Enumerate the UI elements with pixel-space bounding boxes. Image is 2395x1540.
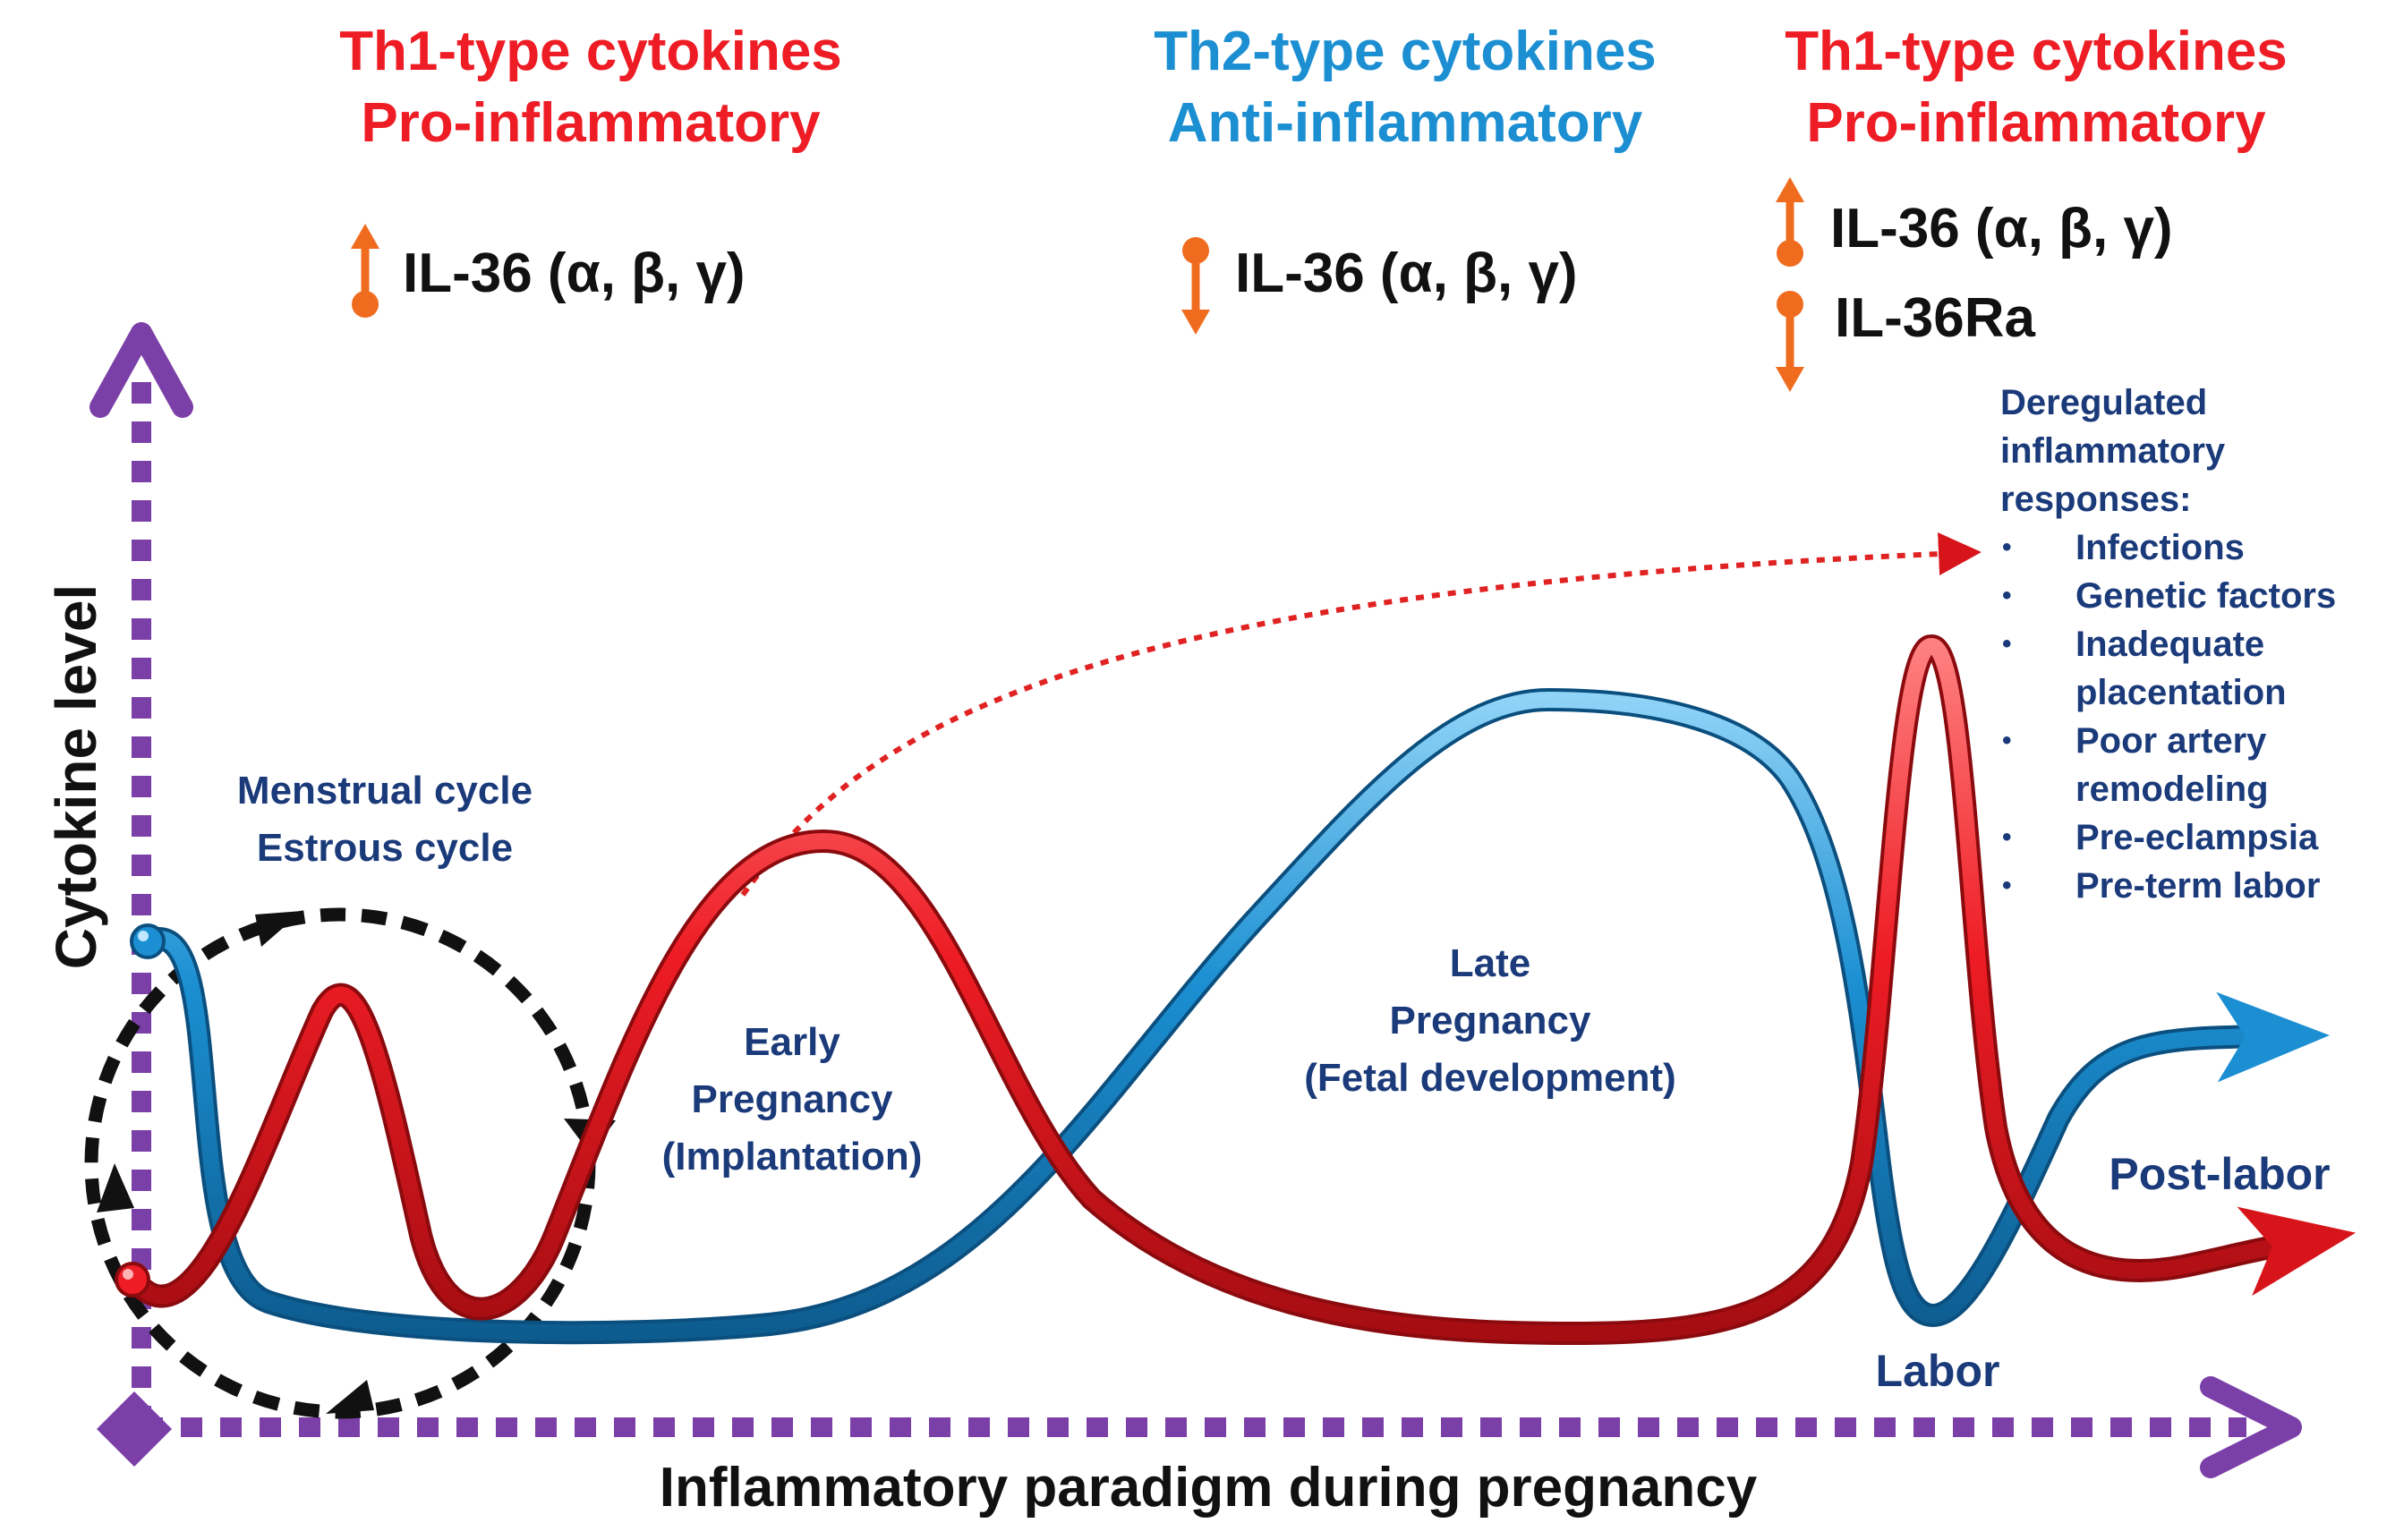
y-axis (89, 322, 193, 1427)
cycle-label: Menstrual cycle Estrous cycle (188, 762, 582, 877)
deregulation-dotted-arrow (740, 532, 1982, 897)
list-item: Inadequate placentation (2000, 620, 2380, 717)
early-pregnancy-label: Early Pregnancy (Implantation) (618, 1014, 967, 1186)
deregulated-title: Deregulated (2000, 383, 2208, 422)
cycle-label-line: Menstrual cycle (236, 769, 533, 813)
list-item-text: Genetic factors (2075, 576, 2337, 616)
late-pregnancy-line: Pregnancy (1389, 999, 1591, 1042)
late-pregnancy-label: Late Pregnancy (Fetal development) (1253, 935, 1727, 1107)
list-item: Poor artery remodeling (2000, 717, 2380, 813)
labor-label: Labor (1875, 1346, 2000, 1396)
list-item-text: Inadequate placentation (2075, 625, 2287, 712)
th1-curve (115, 634, 2357, 1346)
increase-arrow-icon (1776, 177, 1804, 267)
header-th1-late: Th1-type cytokines Pro-inflammatory (1732, 16, 2340, 159)
header-title: Th1-type cytokines (1785, 21, 2288, 82)
header-th2: Th2-type cytokines Anti-inflammatory (1092, 16, 1718, 159)
list-item-text: Poor artery remodeling (2075, 721, 2269, 809)
deregulated-list: Infections Genetic factors Inadequate pl… (2000, 523, 2380, 910)
list-item: Genetic factors (2000, 572, 2380, 620)
cycle-label-line: Estrous cycle (256, 826, 514, 870)
th2-curve (130, 687, 2330, 1345)
deregulated-title: responses: (2000, 480, 2192, 519)
y-axis-label: Cytokine level (44, 583, 108, 970)
il36-label-late: IL-36 (α, β, γ) (1830, 198, 2173, 260)
header-subtitle: Pro-inflammatory (361, 92, 821, 154)
list-item: Pre-eclampsia (2000, 813, 2380, 862)
early-pregnancy-line: Early (744, 1020, 840, 1064)
post-labor-label: Post-labor (2109, 1149, 2331, 1199)
decrease-arrow-icon (1776, 291, 1804, 392)
header-subtitle: Anti-inflammatory (1167, 92, 1643, 154)
list-item: Infections (2000, 523, 2380, 572)
deregulated-title: inflammatory (2000, 431, 2226, 471)
cycle-arrow-icon (326, 1380, 374, 1414)
x-axis-label: Inflammatory paradigm during pregnancy (659, 1457, 1758, 1519)
il36-label-early: IL-36 (α, β, γ) (403, 242, 746, 304)
increase-arrow-icon (351, 224, 379, 318)
il36-label-mid: IL-36 (α, β, γ) (1235, 242, 1578, 304)
early-pregnancy-line: (Implantation) (661, 1135, 923, 1178)
header-title: Th1-type cytokines (339, 21, 842, 82)
header-subtitle: Pro-inflammatory (1806, 92, 2266, 154)
list-item: Pre-term labor (2000, 862, 2380, 910)
late-pregnancy-line: Late (1449, 941, 1531, 985)
origin-diamond-icon (97, 1391, 172, 1467)
early-pregnancy-line: Pregnancy (691, 1077, 893, 1121)
cycle-arrow-icon (255, 911, 303, 947)
decrease-arrow-icon (1181, 237, 1210, 335)
x-axis (97, 1376, 2302, 1478)
deregulated-responses: Deregulated inflammatory responses: Infe… (2000, 379, 2380, 910)
cycle-arrow-icon (97, 1163, 134, 1212)
late-pregnancy-line: (Fetal development) (1304, 1056, 1676, 1100)
il36ra-label-late: IL-36Ra (1835, 287, 2035, 349)
header-title: Th2-type cytokines (1154, 21, 1657, 82)
header-th1-early: Th1-type cytokines Pro-inflammatory (295, 16, 886, 159)
